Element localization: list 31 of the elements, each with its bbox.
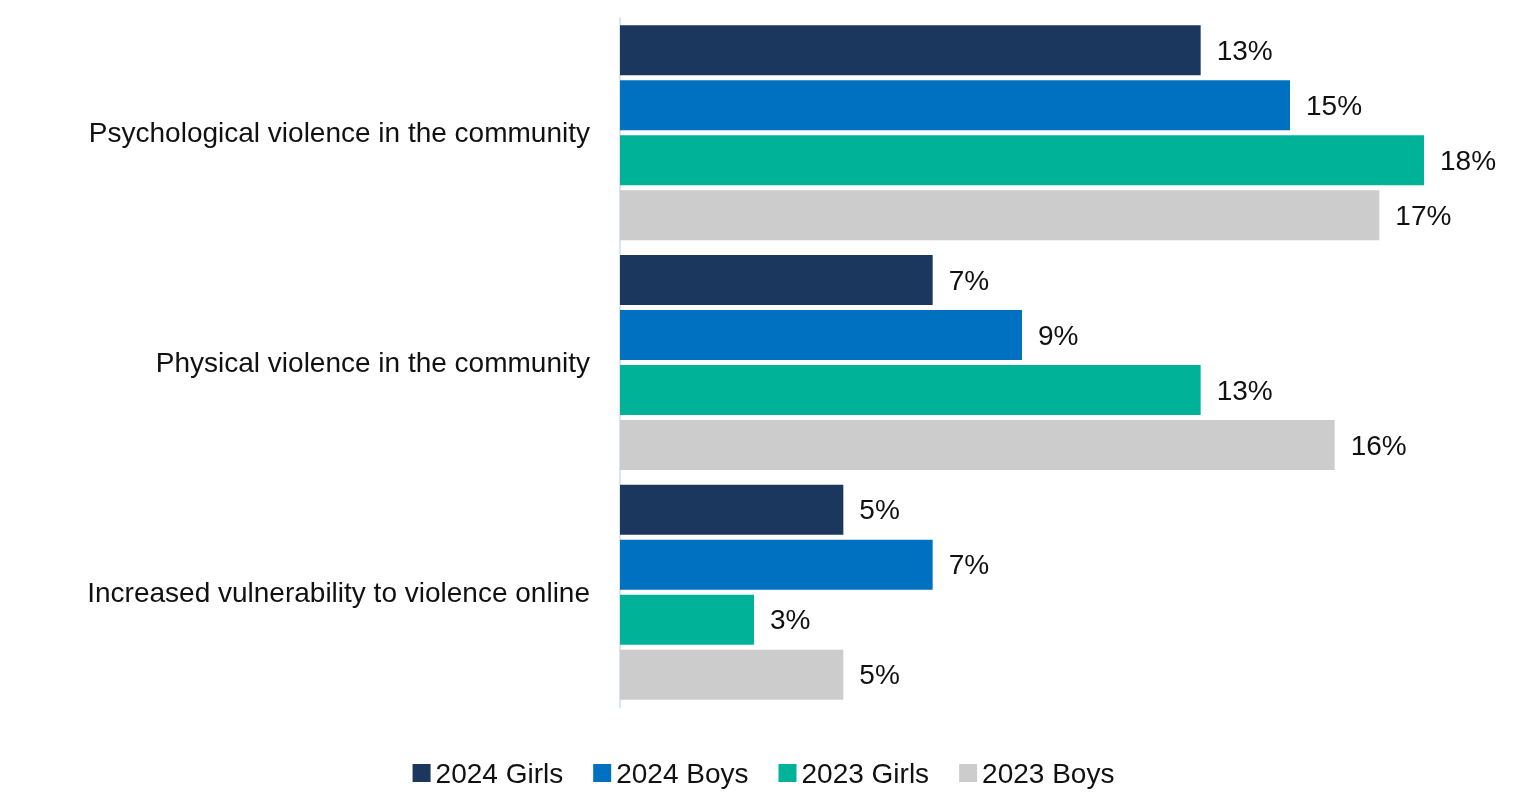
- bar: [620, 649, 844, 700]
- bar: [620, 25, 1201, 76]
- bar: [620, 255, 933, 305]
- data-label: 18%: [1440, 144, 1497, 176]
- legend-label: 2024 Girls: [435, 757, 564, 789]
- bar: [620, 539, 933, 590]
- y-tick-label: Physical violence in the community: [155, 347, 590, 378]
- data-label: 13%: [1216, 374, 1273, 406]
- bar: [620, 484, 844, 535]
- data-label: 3%: [770, 604, 811, 636]
- legend-label: 2023 Boys: [982, 757, 1115, 789]
- bar: [620, 594, 754, 645]
- bar: [620, 80, 1290, 131]
- bar: [620, 190, 1380, 241]
- data-label: 5%: [859, 494, 900, 526]
- bar: [620, 420, 1335, 470]
- legend-label: 2024 Boys: [616, 757, 749, 789]
- y-tick-label: Psychological violence in the community: [88, 117, 590, 149]
- legend-label: 2023 Girls: [801, 757, 930, 789]
- data-label: 13%: [1216, 34, 1273, 66]
- bar: [620, 135, 1424, 186]
- data-label: 17%: [1395, 199, 1452, 231]
- data-label: 15%: [1306, 89, 1363, 121]
- y-tick-label: Increased vulnerability to violence online: [87, 576, 590, 608]
- bar: [620, 310, 1022, 360]
- data-label: 7%: [948, 549, 990, 581]
- data-label: 16%: [1350, 429, 1407, 461]
- data-label: 5%: [859, 659, 900, 691]
- data-label: 7%: [948, 264, 990, 296]
- data-label: 9%: [1038, 319, 1079, 351]
- bar: [620, 365, 1201, 415]
